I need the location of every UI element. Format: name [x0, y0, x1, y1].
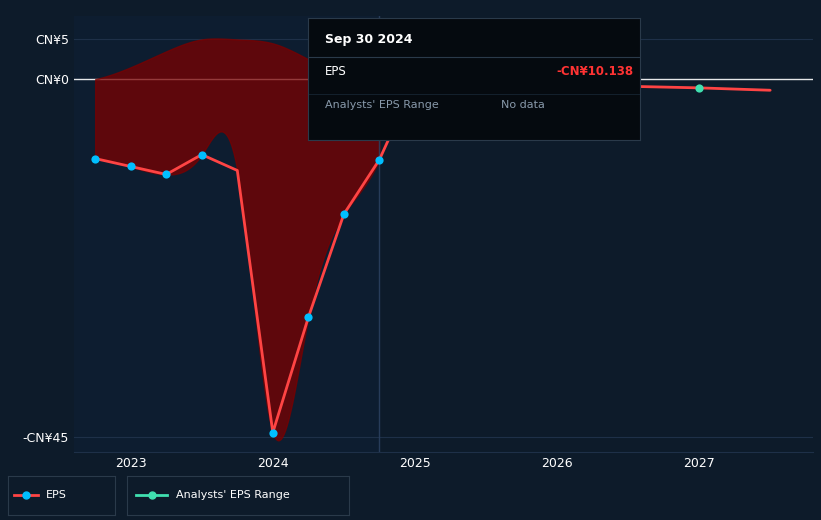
- Text: Analysts Forecasts: Analysts Forecasts: [387, 19, 497, 32]
- Point: [337, 210, 351, 218]
- Text: EPS: EPS: [324, 64, 346, 77]
- Text: Analysts' EPS Range: Analysts' EPS Range: [176, 490, 290, 500]
- Point: [89, 154, 102, 163]
- Text: EPS: EPS: [46, 490, 67, 500]
- Text: No data: No data: [501, 100, 544, 110]
- Point: [160, 170, 173, 178]
- Point: [302, 313, 315, 321]
- Point: [373, 155, 386, 164]
- Point: [145, 491, 158, 499]
- Point: [408, 77, 421, 86]
- Point: [19, 491, 32, 499]
- Point: [124, 162, 137, 171]
- Point: [266, 428, 279, 437]
- Text: Sep 30 2024: Sep 30 2024: [324, 33, 412, 46]
- Bar: [74, 16, 379, 452]
- Text: Actual: Actual: [330, 19, 372, 32]
- Point: [693, 84, 706, 92]
- Point: [550, 81, 563, 89]
- Point: [195, 150, 209, 159]
- Text: Analysts' EPS Range: Analysts' EPS Range: [324, 100, 438, 110]
- Text: -CN¥10.138: -CN¥10.138: [557, 64, 634, 77]
